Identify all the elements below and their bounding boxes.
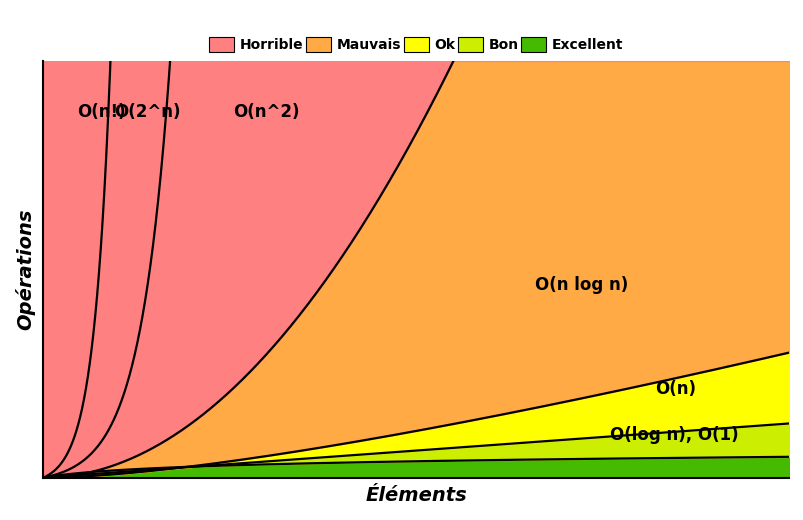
Text: O(2^n): O(2^n) xyxy=(114,102,181,121)
Text: O(n): O(n) xyxy=(654,380,695,398)
X-axis label: Éléments: Éléments xyxy=(365,486,467,505)
Text: O(log n), O(1): O(log n), O(1) xyxy=(609,426,738,444)
Y-axis label: Opérations: Opérations xyxy=(15,209,35,330)
Text: O(n log n): O(n log n) xyxy=(535,276,628,294)
Legend: Horrible, Mauvais, Ok, Bon, Excellent: Horrible, Mauvais, Ok, Bon, Excellent xyxy=(206,34,626,55)
Text: O(n!): O(n!) xyxy=(77,102,125,121)
Text: O(n^2): O(n^2) xyxy=(233,102,300,121)
